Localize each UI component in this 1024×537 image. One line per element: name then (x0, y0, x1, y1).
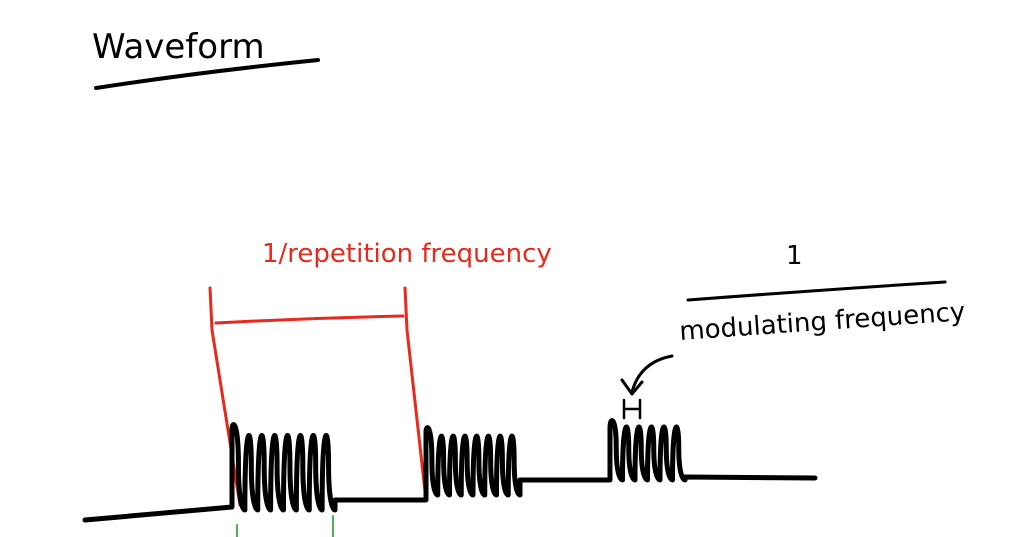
fraction-numerator: 1 (786, 241, 803, 271)
arrow (630, 354, 674, 394)
title-underline (94, 58, 320, 90)
bracket-span (214, 314, 405, 325)
period-marker (622, 398, 642, 420)
title: Waveform (92, 27, 265, 67)
repetition-label: 1/repetition frequency (262, 239, 552, 269)
arrow-head (620, 378, 644, 396)
fraction-denominator: modulating frequency (678, 297, 966, 347)
waveform (82, 418, 818, 523)
bracket-right (403, 286, 428, 502)
waveform-line (82, 418, 818, 523)
fraction-bar (686, 280, 947, 302)
